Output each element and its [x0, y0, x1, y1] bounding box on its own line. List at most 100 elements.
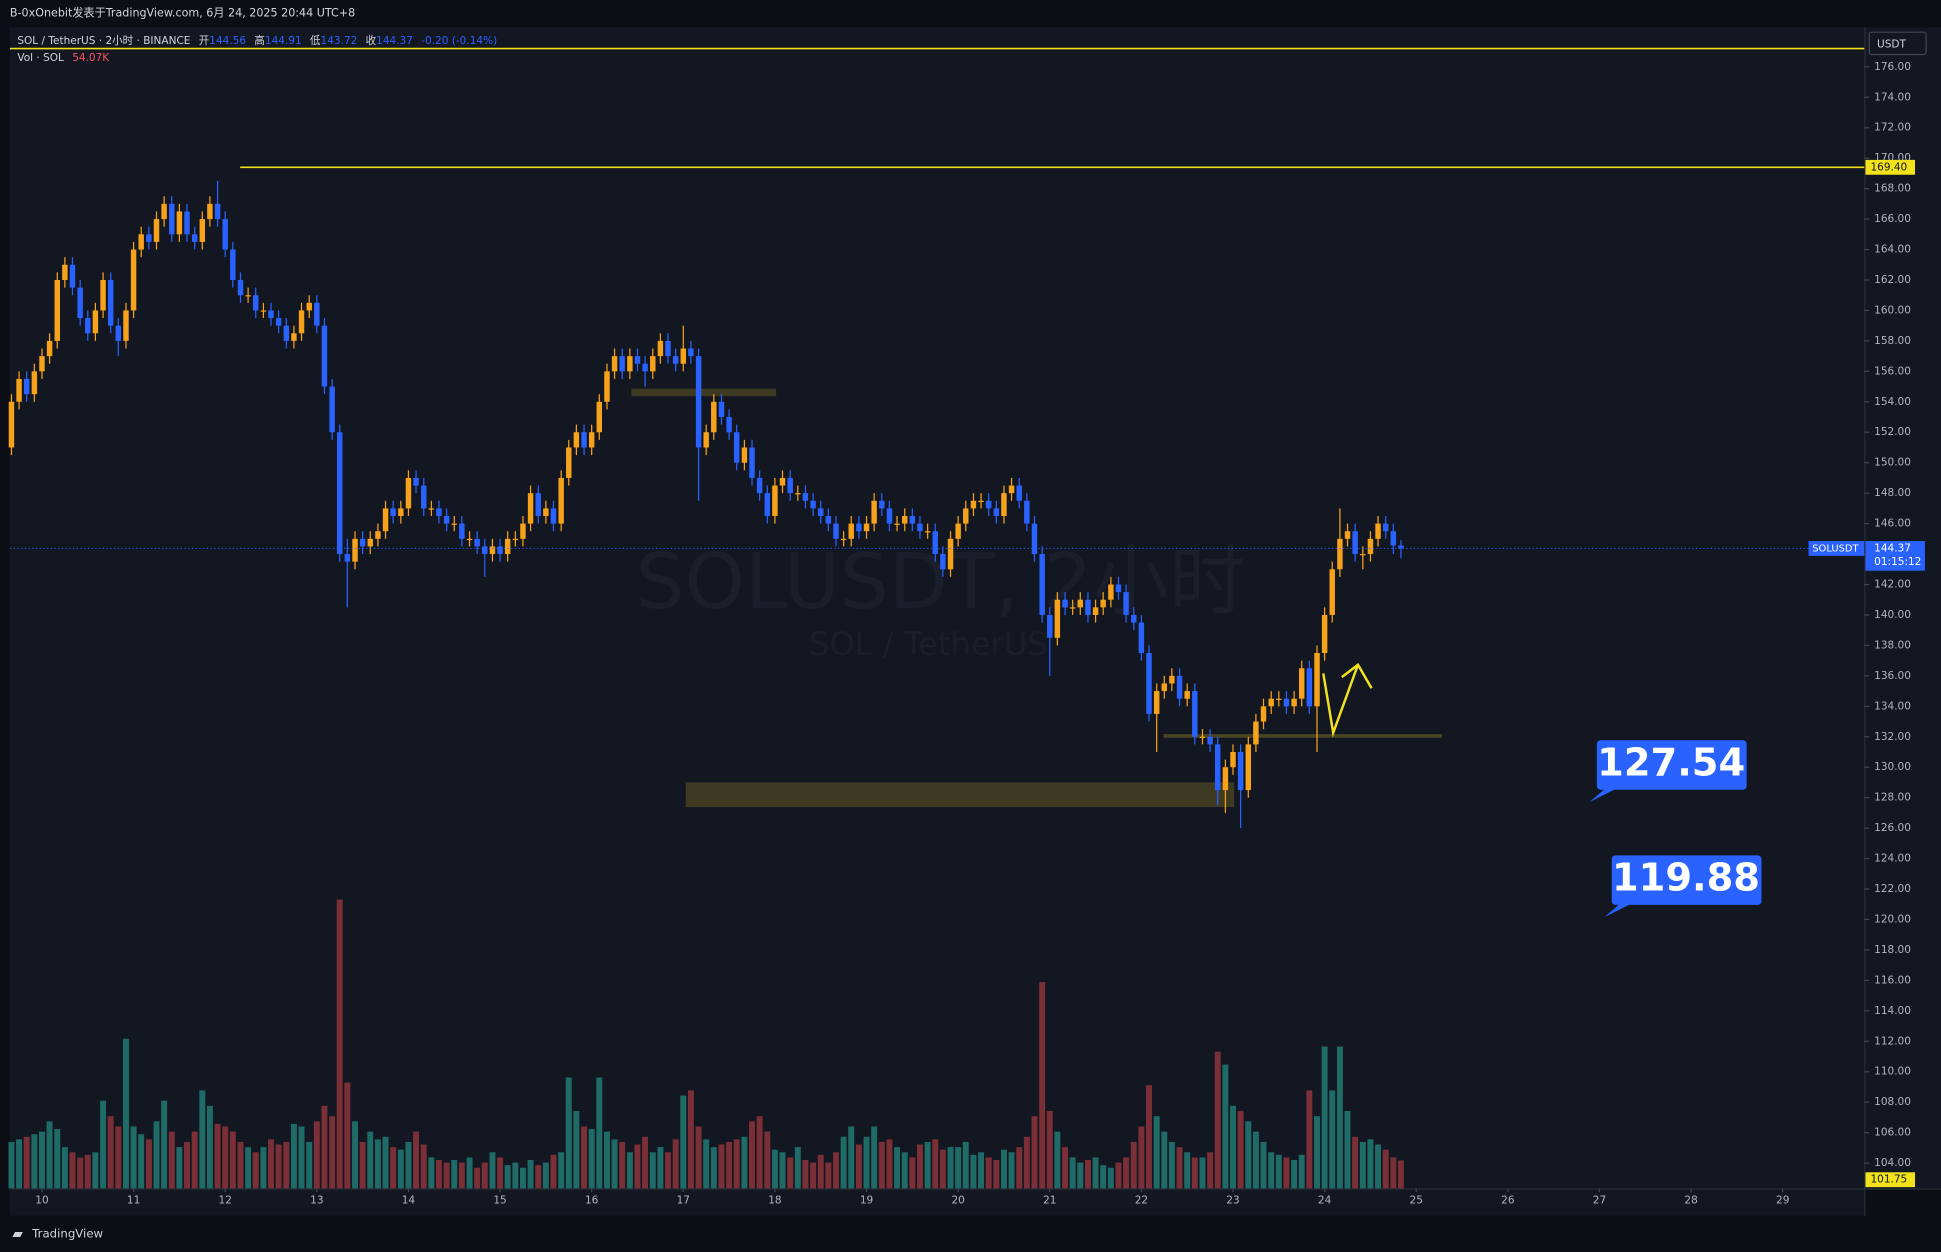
volume-bar: [978, 1152, 985, 1189]
y-tick-label: 116.00: [1874, 974, 1911, 986]
candle-body: [1230, 751, 1236, 768]
volume-bar: [1352, 1136, 1359, 1189]
volume-bar: [1115, 1162, 1122, 1189]
volume-bar: [672, 1139, 679, 1189]
candle-body: [810, 500, 816, 509]
volume-bar: [1275, 1154, 1282, 1189]
candle-body: [741, 447, 748, 463]
volume-bar: [1146, 1085, 1152, 1189]
candle-body: [1383, 523, 1389, 532]
volume-bar: [535, 1165, 542, 1189]
x-tick-label: 10: [35, 1195, 48, 1207]
volume-bar: [665, 1152, 671, 1189]
candle-body: [1115, 584, 1122, 593]
callout-box: [1596, 740, 1747, 790]
candle-body: [62, 264, 68, 280]
y-tick-label: 140.00: [1874, 609, 1911, 621]
y-tick-label: 110.00: [1874, 1066, 1911, 1078]
volume-bar: [260, 1147, 267, 1189]
volume-pane: [8, 899, 1404, 1189]
candle-body: [1276, 698, 1282, 700]
candle-body: [130, 249, 137, 311]
candle-body: [337, 432, 343, 555]
volume-bar: [23, 1136, 30, 1189]
volume-bar: [1039, 982, 1046, 1189]
candle-body: [825, 515, 832, 524]
candle-body: [230, 249, 236, 280]
candle-body: [543, 508, 549, 516]
volume-bar: [38, 1131, 45, 1189]
candle-body: [482, 546, 488, 555]
countdown: 01:15:12: [1874, 556, 1921, 568]
candle-body: [69, 264, 76, 288]
volume-bar: [1207, 1152, 1214, 1189]
volume-bar: [1000, 1149, 1007, 1189]
volume-bar: [489, 1152, 496, 1189]
arrow-drawing: [1341, 662, 1373, 689]
candle-body: [1069, 607, 1076, 609]
candle-body: [932, 531, 938, 555]
candle-body: [398, 508, 404, 516]
candle-body: [382, 508, 389, 532]
volume-bar: [1069, 1157, 1076, 1189]
plot-area: [9, 27, 1865, 1189]
x-tick-label: 23: [1226, 1195, 1239, 1207]
candle-body: [1344, 531, 1351, 539]
volume-bar: [428, 1157, 435, 1189]
volume-bar: [588, 1129, 595, 1189]
candle-body: [764, 493, 771, 516]
volume-bar: [512, 1162, 519, 1189]
volume-bar: [1260, 1141, 1267, 1189]
candle-body: [1222, 767, 1229, 791]
arrow-drawing: [1322, 664, 1360, 738]
candle-body: [856, 523, 862, 532]
y-tick-label: 128.00: [1874, 792, 1911, 804]
y-tick-label: 136.00: [1874, 670, 1911, 682]
callout-text: 127.54: [1597, 741, 1745, 786]
volume-bar: [458, 1162, 465, 1189]
price-label: 144.37: [1874, 542, 1911, 554]
candle-body: [1306, 668, 1313, 707]
candle-body: [566, 447, 572, 478]
volume-bar: [794, 1147, 801, 1189]
volume-bar: [726, 1141, 733, 1189]
volume-bar: [1008, 1152, 1015, 1189]
volume-bar: [749, 1121, 755, 1189]
volume-bar: [367, 1131, 374, 1189]
candle-body: [1253, 721, 1259, 745]
candle-body: [184, 211, 190, 235]
volume-bar: [84, 1154, 91, 1189]
candle-body: [375, 531, 381, 539]
candle-body: [459, 523, 465, 539]
y-tick-label: 174.00: [1874, 91, 1911, 103]
volume-bar: [1107, 1167, 1114, 1189]
y-tick-label: 162.00: [1874, 274, 1911, 286]
candle-body: [298, 310, 305, 334]
y-tick-label: 106.00: [1874, 1127, 1911, 1139]
volume-bar: [420, 1144, 427, 1189]
volume-bar: [237, 1141, 244, 1189]
candles: [8, 181, 1404, 829]
volume-bar: [466, 1157, 473, 1189]
candle-body: [1268, 698, 1274, 707]
volume-bar: [985, 1157, 992, 1189]
volume-bar: [1237, 1111, 1244, 1189]
candle-body: [1108, 584, 1114, 600]
candle-body: [527, 493, 534, 524]
candle-body: [214, 203, 221, 220]
legend-symbol: SOL / TetherUS · 2小时 · BINANCE: [17, 35, 190, 47]
candle-body: [1008, 485, 1015, 494]
candle-body: [46, 340, 53, 357]
volume-bar: [573, 1111, 580, 1189]
legend-value: 143.72: [321, 35, 358, 47]
candle-body: [985, 500, 992, 509]
candle-body: [23, 378, 30, 395]
candle-body: [993, 508, 1000, 516]
candle-body: [436, 508, 442, 516]
y-tick-label: 158.00: [1874, 335, 1911, 347]
candle-body: [31, 371, 38, 395]
candle-body: [466, 538, 473, 541]
volume-bar: [176, 1147, 183, 1189]
candle-body: [504, 538, 511, 555]
volume-bar: [1161, 1131, 1168, 1189]
